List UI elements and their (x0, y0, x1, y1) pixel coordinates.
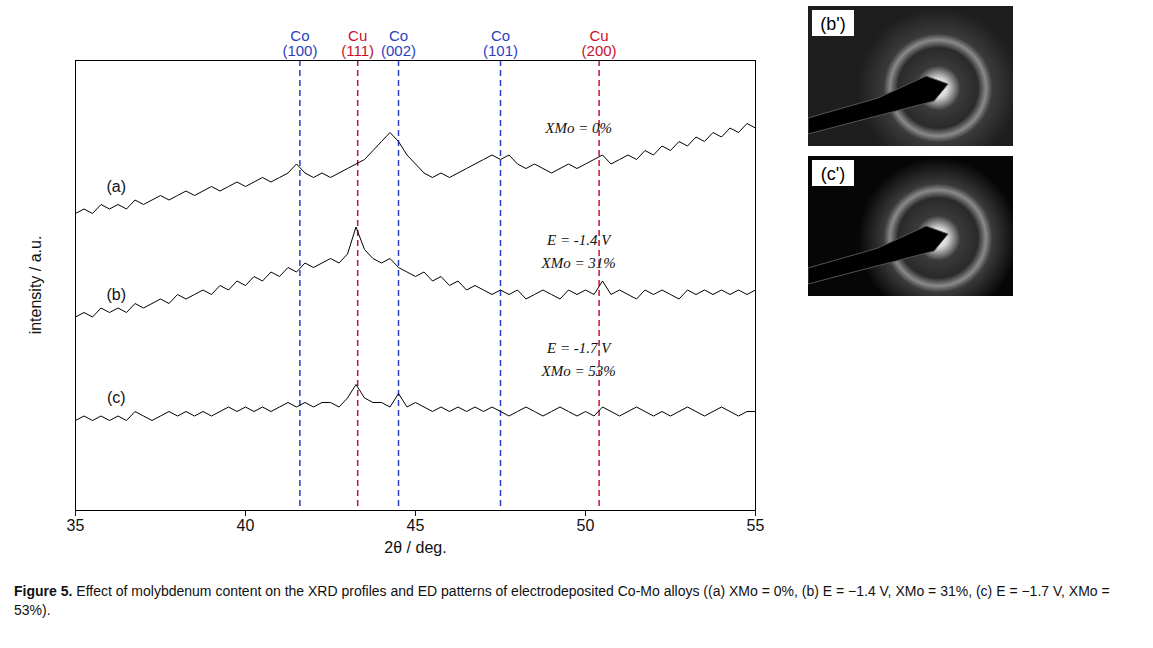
svg-text:XMo = 31%: XMo = 31% (541, 255, 616, 271)
svg-text:55: 55 (747, 517, 765, 534)
svg-text:(c'): (c') (821, 164, 845, 184)
svg-text:50: 50 (577, 517, 595, 534)
svg-text:XMo = 53%: XMo = 53% (541, 363, 616, 379)
svg-text:(b): (b) (107, 286, 127, 303)
svg-text:Co(101): Co(101) (483, 27, 518, 59)
svg-text:XMo = 0%: XMo = 0% (544, 120, 612, 136)
svg-text:Co(002): Co(002) (381, 27, 416, 59)
svg-text:E = -1.7 V: E = -1.7 V (546, 340, 612, 356)
svg-text:35: 35 (67, 517, 85, 534)
svg-text:(a): (a) (107, 178, 127, 195)
svg-text:2θ / deg.: 2θ / deg. (384, 539, 446, 556)
svg-text:Co(100): Co(100) (282, 27, 317, 59)
html-text:intensity / a.u.: intensity / a.u. (27, 235, 44, 335)
svg-text:E = -1.4 V: E = -1.4 V (546, 232, 612, 248)
svg-text:(b'): (b') (820, 14, 845, 34)
svg-text:45: 45 (407, 517, 425, 534)
svg-text:40: 40 (237, 517, 255, 534)
svg-text:Cu(200): Cu(200) (582, 27, 617, 59)
svg-text:Cu(111): Cu(111) (341, 27, 374, 59)
svg-text:(c): (c) (107, 389, 126, 406)
html-text:Figure 5. Effect of molybdenum: Figure 5. Effect of molybdenum content o… (14, 583, 1110, 618)
